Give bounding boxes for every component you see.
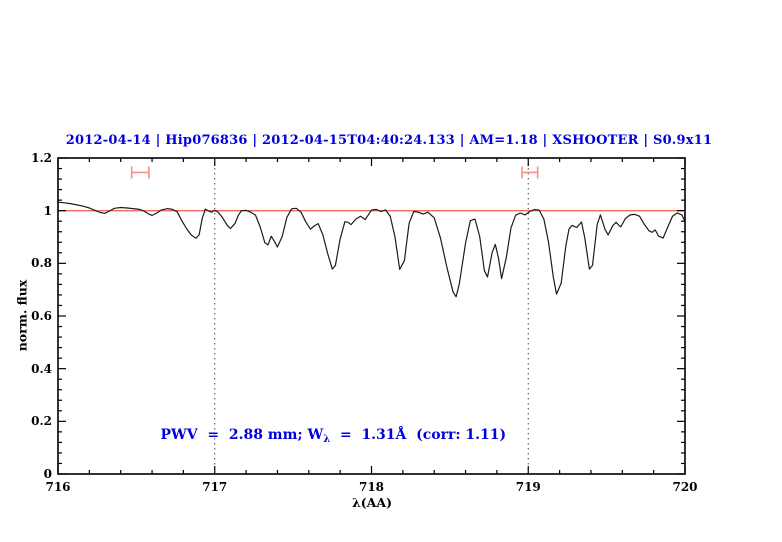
plot-title: 2012-04-14 | Hip076836 | 2012-04-15T04:4…: [65, 133, 713, 148]
bandpass-marker: [521, 166, 539, 179]
x-tick-label: 717: [202, 480, 228, 494]
spectrum-line: [57, 201, 686, 298]
y-tick-label: 1: [43, 203, 52, 218]
y-tick-label: 0: [43, 467, 52, 481]
x-tick-label: 716: [45, 480, 71, 494]
annotation-pwv: PWV = 2.88 mm; Wλ = 1.31Å (corr: 1.11): [141, 411, 507, 461]
y-tick-label: 0.6: [31, 309, 52, 323]
x-axis-label: λ(AA): [352, 495, 392, 510]
y-tick-label: 0.4: [31, 361, 52, 376]
x-tick-label: 720: [672, 480, 698, 494]
x-tick-label: 718: [358, 480, 385, 494]
y-tick-label: 0.2: [31, 414, 52, 429]
y-tick-label: 0.8: [31, 256, 52, 271]
x-tick-label: 719: [515, 480, 541, 494]
annotation-suffix: = 1.31Å (corr: 1.11): [330, 427, 507, 443]
annotation-lambda-subscript: λ: [323, 434, 331, 445]
annotation-prefix: PWV = 2.88 mm; W: [160, 427, 324, 443]
y-tick-label: 1.2: [31, 151, 52, 165]
bandpass-marker: [130, 166, 150, 179]
